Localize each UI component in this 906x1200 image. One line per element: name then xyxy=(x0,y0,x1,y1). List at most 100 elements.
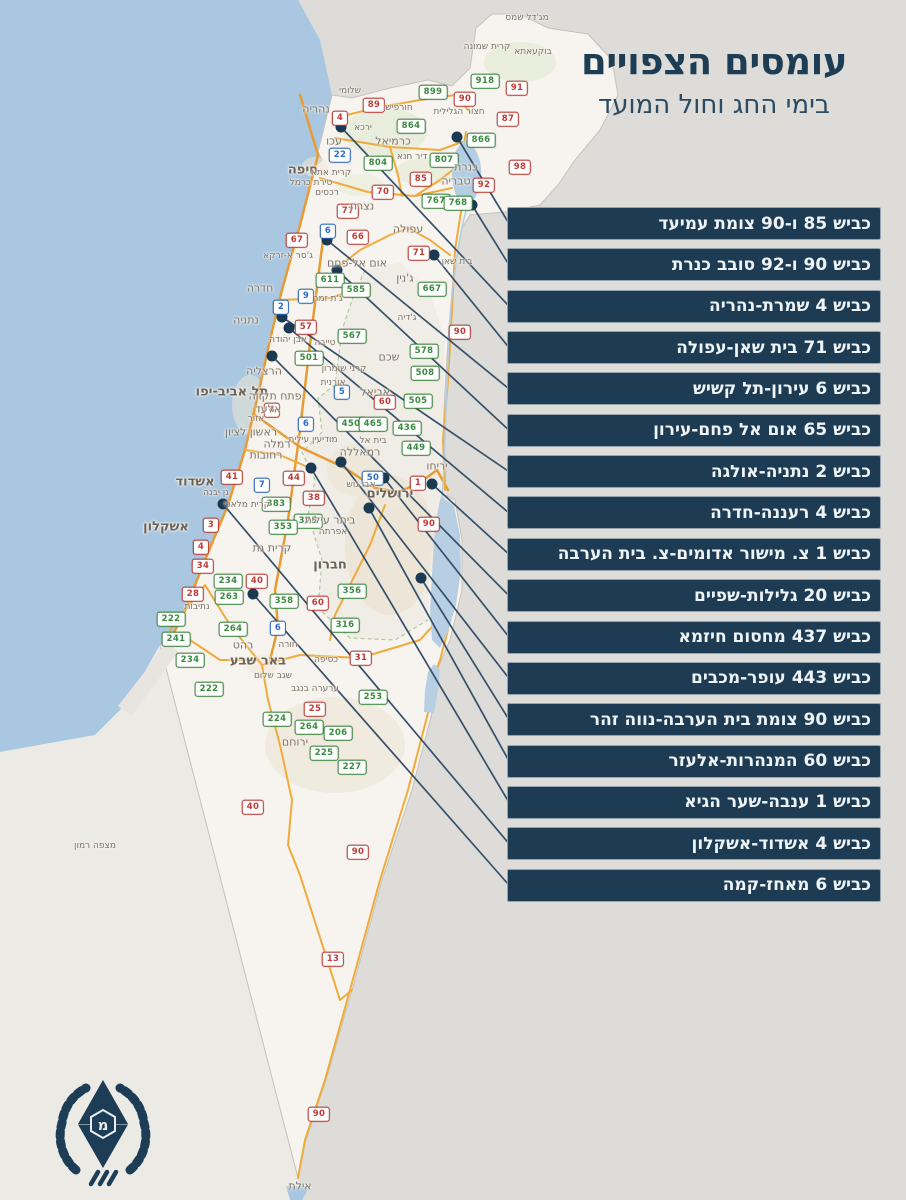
route-shield-71: 71 xyxy=(407,245,431,261)
route-shield-70: 70 xyxy=(371,184,395,200)
city-label: אשדוד xyxy=(175,474,215,490)
route-shield-6: 6 xyxy=(269,620,287,636)
city-label: אילת xyxy=(288,1179,312,1193)
route-shield-60: 60 xyxy=(306,595,330,611)
city-label: חדרה xyxy=(246,281,274,295)
route-shield-34: 34 xyxy=(191,558,215,574)
city-label: בית אל xyxy=(359,436,387,446)
city-label: באר שבע xyxy=(229,653,287,669)
location-dot xyxy=(276,311,288,323)
route-shield-505: 505 xyxy=(403,393,433,409)
location-dot xyxy=(415,572,427,584)
route-shield-38: 38 xyxy=(302,490,326,506)
connector-line xyxy=(288,327,510,514)
city-label: שגב שלום xyxy=(253,671,293,681)
city-label: אזור xyxy=(247,414,265,424)
route-shield-222: 222 xyxy=(194,681,224,697)
route-shield-264: 264 xyxy=(294,719,324,735)
city-label: ירושלים xyxy=(366,486,414,502)
city-label: אום אל-פחם xyxy=(326,256,388,270)
page-title: עומסים הצפויים xyxy=(581,40,847,83)
city-label: ירוחם xyxy=(281,735,309,749)
route-shield-41: 41 xyxy=(220,469,244,485)
road-banner: כביש 65 אום אל פחם-עירון xyxy=(507,413,881,447)
wreath-right xyxy=(115,1083,151,1175)
city-label: אבו גוש xyxy=(346,480,376,490)
connector-line xyxy=(368,507,510,762)
route-shield-90: 90 xyxy=(417,516,441,532)
city-label: כנרת xyxy=(454,160,478,174)
city-label: טייבה xyxy=(314,338,336,348)
route-shield-44: 44 xyxy=(282,470,306,486)
dead-sea-north xyxy=(430,496,461,648)
city-label: הרצליה xyxy=(246,364,282,378)
route-shield-22: 22 xyxy=(328,147,352,163)
city-label: עכו xyxy=(326,134,342,148)
route-shield-4: 4 xyxy=(263,402,281,418)
route-shield-90: 90 xyxy=(307,1106,331,1122)
connector-line xyxy=(271,355,510,597)
route-shield-90: 90 xyxy=(346,844,370,860)
route-shield-264: 264 xyxy=(218,621,248,637)
route-shield-316: 316 xyxy=(330,617,360,633)
city-label: קרית מלאכי xyxy=(223,500,271,510)
logo-stripes xyxy=(88,1169,119,1187)
road-banner: כביש 60 המנהרות-אלעזר xyxy=(507,744,881,778)
route-shield-567: 567 xyxy=(337,328,367,344)
city-label: ערערה בנגב xyxy=(291,684,339,694)
connector-line xyxy=(310,467,510,803)
route-shield-6: 6 xyxy=(319,223,337,239)
wreath-left xyxy=(55,1083,91,1175)
city-label: ג'ת זמר xyxy=(313,294,343,304)
city-label: מודיעין עילית xyxy=(288,435,338,445)
route-shield-31: 31 xyxy=(349,650,373,666)
city-label: דיר חנא xyxy=(396,152,428,162)
route-shield-57: 57 xyxy=(294,319,318,335)
connector-line xyxy=(340,461,510,679)
city-label: חברון xyxy=(313,557,347,573)
route-shield-40: 40 xyxy=(241,799,265,815)
city-label: אשקלון xyxy=(143,519,189,535)
route-shield-234: 234 xyxy=(213,573,243,589)
road-banner: כביש 6 עירון-תל קשיש xyxy=(507,372,881,406)
star-of-david xyxy=(78,1080,128,1168)
city-label: אבן יהודה xyxy=(269,335,307,345)
city-label: רמאללה xyxy=(339,445,381,459)
route-shield-2: 2 xyxy=(272,299,290,315)
route-shield-234: 234 xyxy=(175,652,205,668)
road-banner: כביש 4 רעננה-חדרה xyxy=(507,496,881,530)
route-shield-13: 13 xyxy=(321,951,345,967)
route-shield-67: 67 xyxy=(285,232,309,248)
route-shield-50: 50 xyxy=(361,470,385,486)
city-label: טבריה xyxy=(441,174,471,188)
city-label: נתיבות xyxy=(184,602,210,612)
connector-line xyxy=(281,316,510,473)
city-label: רכסים xyxy=(315,188,339,198)
route-shield-358: 358 xyxy=(269,593,299,609)
route-shield-85: 85 xyxy=(409,171,433,187)
route-shield-3: 3 xyxy=(202,517,220,533)
route-shield-90: 90 xyxy=(448,324,472,340)
city-label: ג'דיה xyxy=(397,313,417,323)
route-shield-768: 768 xyxy=(443,195,473,211)
route-shield-7: 7 xyxy=(253,477,271,493)
route-shield-375: 375 xyxy=(293,513,323,529)
israel-police-logo: מ xyxy=(55,1080,151,1187)
route-shield-224: 224 xyxy=(262,711,292,727)
location-dot xyxy=(217,498,229,510)
city-label: גן יבנה xyxy=(203,488,229,498)
city-label: ג'סר א-זרקא xyxy=(263,251,313,261)
road-banner: כביש 1 צ. מישור אדומים-צ. בית הערבה xyxy=(507,537,881,571)
city-label: קרני שומרון xyxy=(321,364,367,374)
route-shield-40: 40 xyxy=(245,573,269,589)
road-banner: כביש 4 אשדוד-אשקלון xyxy=(507,827,881,861)
connector-line xyxy=(431,483,510,555)
route-shield-241: 241 xyxy=(161,631,191,647)
route-shield-28: 28 xyxy=(181,586,205,602)
city-label: קרית גת xyxy=(252,541,292,555)
city-label: ראשון לציון xyxy=(224,425,278,439)
location-dot xyxy=(335,456,347,468)
road-banner: כביש 443 עופר-מכבים xyxy=(507,661,881,695)
route-shield-585: 585 xyxy=(341,282,371,298)
